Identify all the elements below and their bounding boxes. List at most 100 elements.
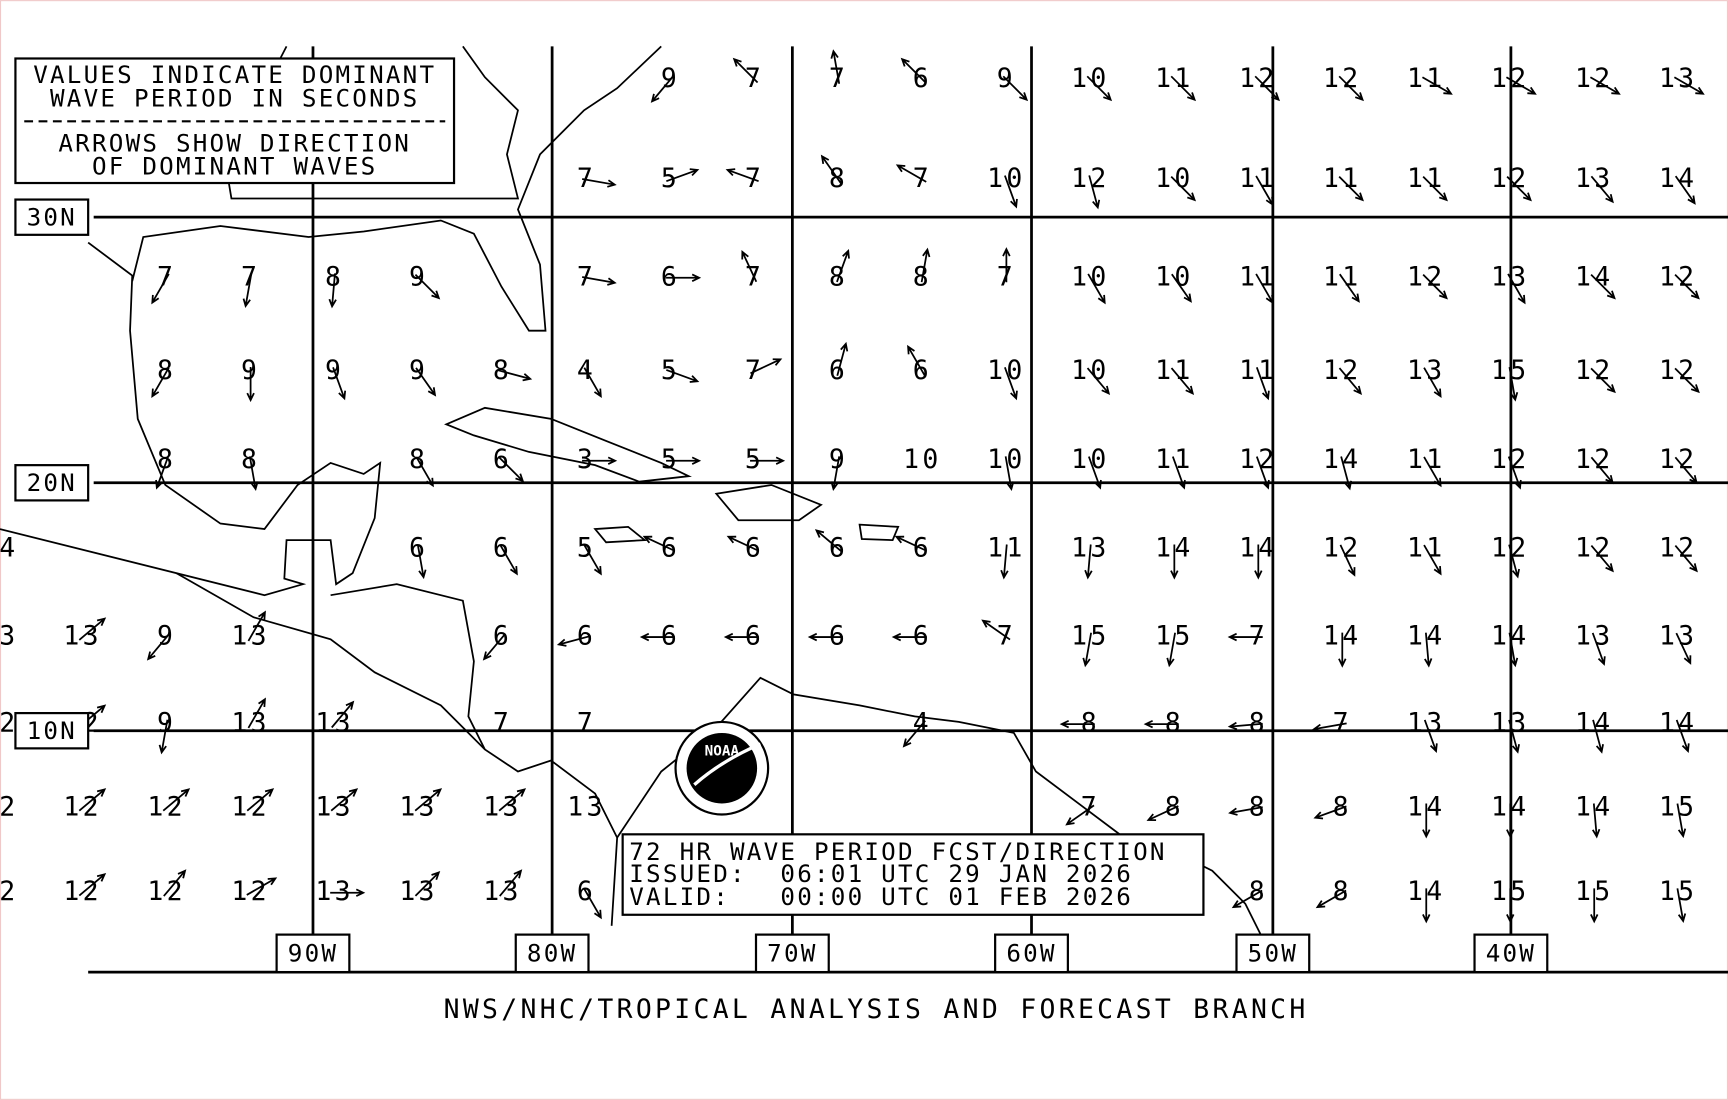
wave-period: 9: [829, 444, 848, 475]
wave-arrow: [1422, 175, 1448, 202]
wave-period: 7: [1081, 791, 1100, 822]
wave-period: 12: [1491, 532, 1529, 563]
wave-arrow: [247, 697, 266, 729]
wave-period: 14: [1659, 163, 1697, 194]
wave-arrow: [415, 456, 434, 488]
wave-arrow: [836, 248, 850, 283]
wave-period: 13: [1407, 355, 1445, 386]
wave-arrow: [1170, 175, 1197, 202]
wave-period: 14: [1407, 621, 1445, 652]
wave-period: 7: [997, 621, 1016, 652]
wave-period: 8: [157, 355, 176, 386]
wave-period: 8: [157, 444, 176, 475]
wave-period: 13: [231, 621, 269, 652]
wave-arrow: [1143, 719, 1179, 729]
wave-period: 2: [0, 791, 18, 822]
wave-period: 5: [577, 532, 596, 563]
wave-period: 8: [829, 163, 848, 194]
wave-period: 9: [997, 63, 1016, 94]
wave-period: 6: [661, 621, 680, 652]
wave-period: 13: [567, 791, 605, 822]
wave-period: 8: [1165, 791, 1184, 822]
wave-period: 10: [1071, 444, 1109, 475]
longitude-label-box: [514, 933, 590, 974]
wave-period: 6: [493, 532, 512, 563]
wave-period: 15: [1575, 876, 1613, 907]
wave-arrow: [639, 632, 675, 642]
longitude-label-box: [275, 933, 351, 974]
wave-arrow: [650, 75, 674, 103]
wave-period: 12: [1491, 63, 1529, 94]
island: [593, 525, 648, 544]
legend-line: VALUES INDICATE DOMINANT: [33, 60, 436, 89]
wave-period: 6: [577, 876, 596, 907]
wave-period: 7: [745, 261, 764, 292]
wave-period: 7: [577, 261, 596, 292]
wave-period: 7: [913, 163, 932, 194]
wave-period: 13: [315, 791, 353, 822]
wave-arrow: [920, 247, 931, 283]
wave-period: 12: [1491, 163, 1529, 194]
coastline: [131, 45, 662, 332]
wave-arrow: [1170, 75, 1197, 102]
wave-period: 15: [1491, 876, 1529, 907]
wave-arrow: [246, 788, 275, 812]
wave-arrow: [78, 617, 107, 641]
wave-arrow: [582, 456, 618, 465]
wave-period: 3: [0, 621, 18, 652]
wave-arrow: [1590, 544, 1614, 573]
wave-period: 7: [745, 163, 764, 194]
wave-arrow: [414, 274, 441, 300]
wave-arrow: [556, 635, 591, 647]
wave-arrow: [1065, 804, 1095, 826]
latitude-label: 30N: [27, 202, 77, 231]
wave-arrow: [1590, 274, 1616, 300]
wave-arrow: [836, 341, 849, 376]
wave-arrow: [900, 57, 927, 84]
wave-period: 7: [577, 708, 596, 739]
wave-period: 13: [483, 876, 521, 907]
wave-period: 13: [1575, 621, 1613, 652]
wave-period: 10: [1155, 261, 1193, 292]
wave-period: 8: [829, 261, 848, 292]
wave-period: 12: [63, 791, 101, 822]
wave-arrow: [1508, 632, 1519, 668]
wave-arrow: [151, 273, 170, 305]
wave-arrow: [1146, 805, 1179, 821]
wave-period: 13: [483, 791, 521, 822]
wave-arrow: [1255, 456, 1270, 490]
wave-period: 12: [147, 791, 185, 822]
wave-arrow: [1676, 803, 1687, 839]
wave-arrow: [1508, 366, 1519, 402]
wave-arrow: [1002, 247, 1011, 283]
wave-arrow: [583, 367, 602, 399]
wave-period: 13: [399, 876, 437, 907]
logo-text: NOAA: [705, 744, 740, 760]
wave-period: 12: [1659, 261, 1697, 292]
wave-period: 11: [1155, 444, 1193, 475]
wave-arrow: [163, 869, 187, 897]
wave-arrow: [1508, 544, 1520, 579]
wave-arrow: [1592, 803, 1601, 839]
wave-arrow: [1508, 719, 1520, 754]
wave-period: 11: [1407, 532, 1445, 563]
wave-period: 9: [241, 355, 260, 386]
wave-arrow: [248, 456, 259, 491]
wave-arrow: [1590, 456, 1614, 485]
wave-arrow: [1340, 456, 1353, 491]
wave-arrow: [1170, 367, 1195, 395]
wave-arrow: [414, 871, 441, 897]
wave-arrow: [981, 619, 1011, 641]
wave-arrow: [498, 788, 527, 812]
wave-arrow: [741, 249, 758, 283]
wave-period: 13: [1071, 532, 1109, 563]
wave-period: 11: [1407, 444, 1445, 475]
wave-period: 12: [231, 791, 269, 822]
wave-period: 12: [1323, 63, 1361, 94]
wave-period: 12: [1407, 261, 1445, 292]
wave-arrow: [1423, 719, 1438, 753]
wave-arrow: [1315, 889, 1347, 909]
noaa-logo: NOAA: [674, 720, 770, 816]
wave-period: 12: [1659, 444, 1697, 475]
